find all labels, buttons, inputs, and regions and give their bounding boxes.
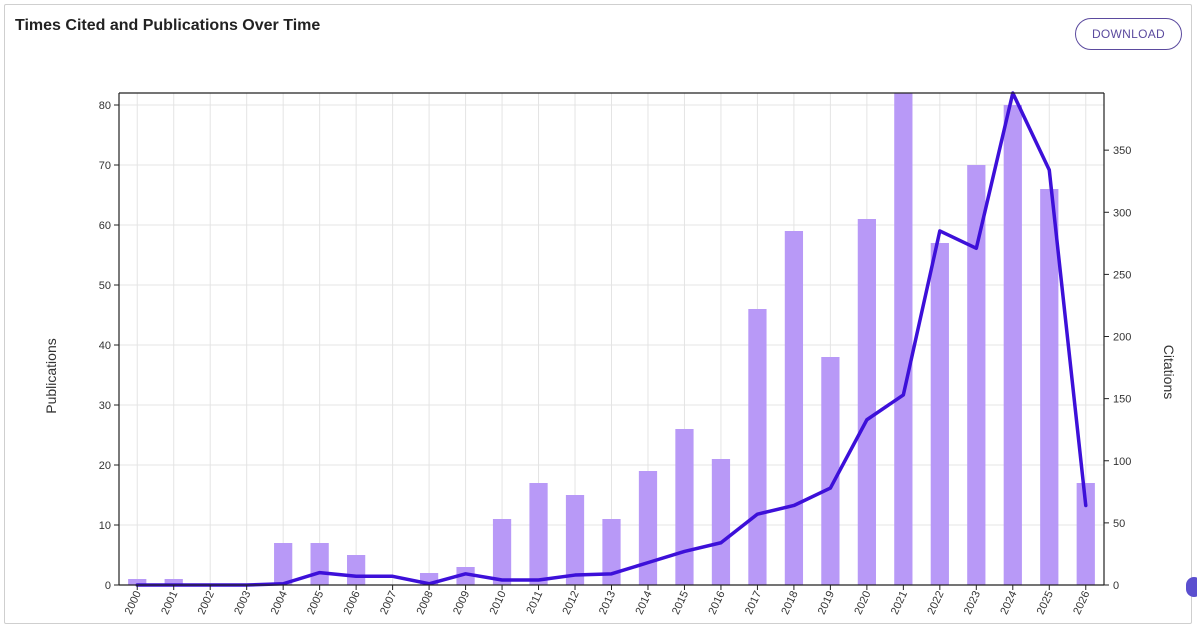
citation-point-2019 <box>829 487 832 489</box>
citation-point-2005 <box>318 571 321 574</box>
bar-2012 <box>565 495 585 585</box>
y-tick-label: 50 <box>99 280 111 292</box>
bar-2019 <box>821 357 840 585</box>
y-tick-label: 20 <box>99 460 111 472</box>
y-tick-label: 40 <box>99 340 111 352</box>
citation-point-2013 <box>610 573 613 575</box>
side-handle[interactable] <box>1186 577 1197 597</box>
bar-2006 <box>347 555 366 585</box>
citation-point-2010 <box>501 579 503 581</box>
x-tick-label: 2007 <box>378 589 399 616</box>
citation-point-2007 <box>391 575 394 578</box>
x-tick-label: 2023 <box>962 589 983 616</box>
bar-2026 <box>1076 483 1095 585</box>
x-tick-label: 2019 <box>816 589 837 616</box>
x-tick-label: 2001 <box>159 589 180 616</box>
y-tick-label: 60 <box>99 220 111 232</box>
citation-point-2023 <box>975 247 978 250</box>
bar-2001 <box>164 579 183 585</box>
citation-point-2022 <box>939 230 941 232</box>
bar-2014 <box>638 471 658 585</box>
bar-2009 <box>456 567 475 585</box>
x-tick-label: 2015 <box>670 589 691 616</box>
bar-2022 <box>930 243 949 585</box>
y-tick-label: 30 <box>99 400 111 412</box>
x-tick-label: 2026 <box>1071 589 1092 616</box>
y2-tick-label: 0 <box>1113 580 1119 592</box>
x-tick-label: 2018 <box>779 589 800 616</box>
y2-tick-label: 50 <box>1113 518 1125 530</box>
y2-axis-label: Citations <box>1161 345 1177 399</box>
citation-point-2014 <box>647 561 649 564</box>
y2-tick-label: 100 <box>1113 456 1131 468</box>
citation-point-2015 <box>683 550 686 553</box>
x-tick-label: 2025 <box>1035 589 1056 616</box>
bar-2016 <box>711 459 731 585</box>
citation-point-2018 <box>793 504 795 507</box>
bar-2020 <box>857 219 876 585</box>
x-tick-label: 2017 <box>743 589 764 616</box>
citation-point-2017 <box>756 513 759 515</box>
y2-tick-label: 350 <box>1113 145 1131 157</box>
y2-tick-label: 200 <box>1113 332 1131 344</box>
y-tick-label: 80 <box>99 100 111 112</box>
bar-2021 <box>894 93 913 585</box>
y2-tick-label: 150 <box>1113 394 1131 406</box>
x-tick-label: 2003 <box>232 589 253 616</box>
bar-2025 <box>1040 189 1059 585</box>
x-tick-label: 2011 <box>524 589 545 616</box>
y2-tick-label: 300 <box>1113 207 1131 219</box>
bar-2023 <box>967 165 986 585</box>
bar-2004 <box>274 543 293 585</box>
citation-point-2025 <box>1048 169 1051 171</box>
x-tick-label: 2021 <box>889 589 910 616</box>
citation-point-2011 <box>537 579 540 581</box>
bar-2005 <box>310 543 329 585</box>
x-tick-label: 2016 <box>706 589 727 616</box>
citation-point-2020 <box>866 418 868 421</box>
x-tick-label: 2022 <box>925 589 946 616</box>
x-tick-label: 2013 <box>597 589 618 616</box>
bar-2024 <box>1003 105 1022 585</box>
y-axis-label: Publications <box>43 338 59 414</box>
x-tick-label: 2002 <box>196 589 217 616</box>
citation-point-2004 <box>282 582 284 585</box>
y-tick-label: 10 <box>99 520 111 532</box>
citation-point-2006 <box>355 575 357 578</box>
citation-point-2012 <box>574 574 576 576</box>
x-tick-label: 2012 <box>561 589 582 616</box>
x-tick-label: 2009 <box>451 589 472 616</box>
bar-2000 <box>128 579 147 585</box>
x-tick-label: 2008 <box>415 589 436 616</box>
citation-point-2008 <box>428 582 430 585</box>
bar-2015 <box>675 429 694 585</box>
citation-point-2009 <box>464 573 467 575</box>
x-tick-label: 2010 <box>488 589 509 616</box>
x-tick-label: 2005 <box>305 589 326 616</box>
citation-point-2016 <box>720 541 722 544</box>
x-tick-label: 2014 <box>633 589 654 616</box>
y2-tick-label: 250 <box>1113 269 1131 281</box>
chart-title: Times Cited and Publications Over Time <box>15 17 321 34</box>
citation-point-2026 <box>1084 504 1087 507</box>
chart-panel <box>4 4 1192 624</box>
download-button[interactable]: DOWNLOAD <box>1075 18 1182 50</box>
bar-2011 <box>529 483 548 585</box>
citation-point-2021 <box>902 394 905 396</box>
x-tick-label: 2004 <box>269 589 290 616</box>
grid-layer <box>119 93 1104 586</box>
y-tick-label: 70 <box>99 160 111 172</box>
bar-2018 <box>784 231 804 585</box>
x-tick-label: 2024 <box>998 589 1019 616</box>
x-tick-label: 2006 <box>342 589 363 616</box>
x-tick-label: 2000 <box>123 589 144 616</box>
y-tick-label: 0 <box>105 580 111 592</box>
x-tick-label: 2020 <box>852 589 873 616</box>
bar-2013 <box>602 519 621 585</box>
line-layer <box>135 91 1088 587</box>
bar-2017 <box>748 309 767 585</box>
bar-2010 <box>492 519 512 585</box>
